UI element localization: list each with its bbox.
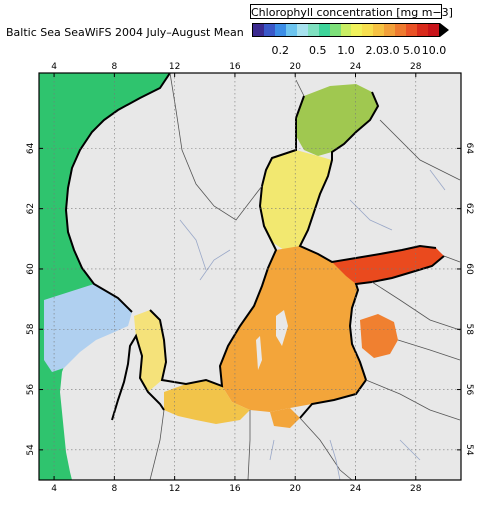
lon-tick-label-top: 20 bbox=[289, 62, 301, 72]
lat-tick-label-right: 64 bbox=[464, 143, 474, 155]
lon-tick-label-bottom: 8 bbox=[111, 484, 117, 494]
baltic-proper-water bbox=[220, 246, 366, 412]
baltic-states-coastline bbox=[299, 255, 445, 419]
oland-island bbox=[256, 336, 262, 370]
colorbar-swatch bbox=[296, 24, 308, 36]
lat-tick-label-left: 64 bbox=[26, 142, 36, 154]
gotland-island bbox=[276, 310, 288, 346]
colorbar-tick-label: 0.2 bbox=[271, 44, 290, 57]
lon-tick-label-top: 8 bbox=[111, 62, 117, 72]
kattegat-water bbox=[134, 310, 166, 392]
colorbar-tick-label: 1.0 bbox=[337, 44, 355, 57]
colorbar-swatch bbox=[263, 24, 275, 36]
colorbar-tick-label: 3.0 bbox=[382, 44, 400, 57]
lat-tick-label-left: 54 bbox=[26, 444, 36, 456]
colorbar-title: Chlorophyll concentration [mg m−3] bbox=[250, 4, 453, 19]
sweden-coastline bbox=[149, 95, 305, 388]
rivers bbox=[179, 169, 446, 480]
lon-tick-label-top: 16 bbox=[229, 62, 241, 72]
colorbar-swatch bbox=[428, 24, 439, 36]
bothnian-sea-water bbox=[260, 150, 332, 250]
lat-tick-label-right: 58 bbox=[464, 324, 474, 336]
gdansk-bay-water bbox=[270, 408, 300, 428]
colorbar-overflow-arrow-icon bbox=[440, 23, 449, 37]
lat-tick-label-left: 58 bbox=[26, 323, 36, 335]
colorbar-swatch bbox=[373, 24, 385, 36]
colorbar-swatch bbox=[406, 24, 418, 36]
colorbar-tick-label: 2.0 bbox=[365, 44, 384, 57]
axis-ticks: 4 4 8 8 12 12 16 16 20 20 24 24 28 28 54 54 56 56 58 58 60 60… bbox=[26, 62, 474, 494]
colorbar-swatch bbox=[362, 24, 374, 36]
colorbar-swatch bbox=[318, 24, 330, 36]
lon-tick-label-top: 12 bbox=[169, 62, 180, 72]
bothnian-bay-water bbox=[296, 84, 378, 156]
lon-tick-label-bottom: 4 bbox=[51, 484, 57, 494]
lon-tick-label-bottom: 12 bbox=[169, 484, 180, 494]
colorbar-tick-label: 5.0 bbox=[402, 44, 421, 57]
map-frame bbox=[38, 72, 462, 481]
lat-tick-label-left: 62 bbox=[26, 203, 36, 214]
colorbar-swatch bbox=[351, 24, 363, 36]
lat-tick-label-right: 54 bbox=[464, 444, 474, 456]
lon-tick-label-bottom: 24 bbox=[350, 484, 362, 494]
colorbar-swatch bbox=[384, 24, 396, 36]
lon-tick-label-top: 24 bbox=[350, 62, 362, 72]
country-borders bbox=[149, 73, 461, 480]
skagerrak-water bbox=[44, 284, 132, 372]
colorbar-swatch bbox=[395, 24, 407, 36]
lat-tick-label-right: 56 bbox=[464, 384, 474, 396]
finland-coastline bbox=[298, 91, 437, 264]
colorbar-swatch bbox=[329, 24, 341, 36]
denmark-coastline bbox=[111, 333, 165, 421]
colorbar-swatch bbox=[417, 24, 428, 36]
colorbar-swatch bbox=[307, 24, 319, 36]
colorbar-swatch bbox=[253, 24, 264, 36]
colorbar-swatch bbox=[285, 24, 297, 36]
gulf-of-riga-water bbox=[360, 314, 398, 358]
colorbar bbox=[252, 23, 440, 37]
lat-tick-label-left: 56 bbox=[26, 384, 36, 396]
lat-tick-label-left: 60 bbox=[26, 263, 36, 275]
colorbar-swatch bbox=[274, 24, 286, 36]
lon-tick-label-top: 4 bbox=[51, 62, 57, 72]
lat-tick-label-right: 60 bbox=[464, 263, 474, 275]
lat-tick-label-right: 62 bbox=[464, 203, 474, 214]
lon-tick-label-bottom: 28 bbox=[410, 484, 422, 494]
lon-tick-label-bottom: 20 bbox=[289, 484, 301, 494]
colorbar-tick-label: 10.0 bbox=[421, 44, 447, 57]
colorbar-swatch bbox=[340, 24, 352, 36]
southern-baltic-water bbox=[164, 380, 250, 424]
colorbar-tick-label: 0.5 bbox=[308, 44, 327, 57]
north-sea-water bbox=[39, 73, 170, 480]
lon-tick-label-top: 28 bbox=[410, 62, 422, 72]
gulf-of-finland-water bbox=[332, 246, 444, 284]
map-title: Baltic Sea SeaWiFS 2004 July–August Mean bbox=[6, 26, 244, 39]
norway-coastline bbox=[64, 73, 171, 313]
lon-tick-label-bottom: 16 bbox=[229, 484, 241, 494]
